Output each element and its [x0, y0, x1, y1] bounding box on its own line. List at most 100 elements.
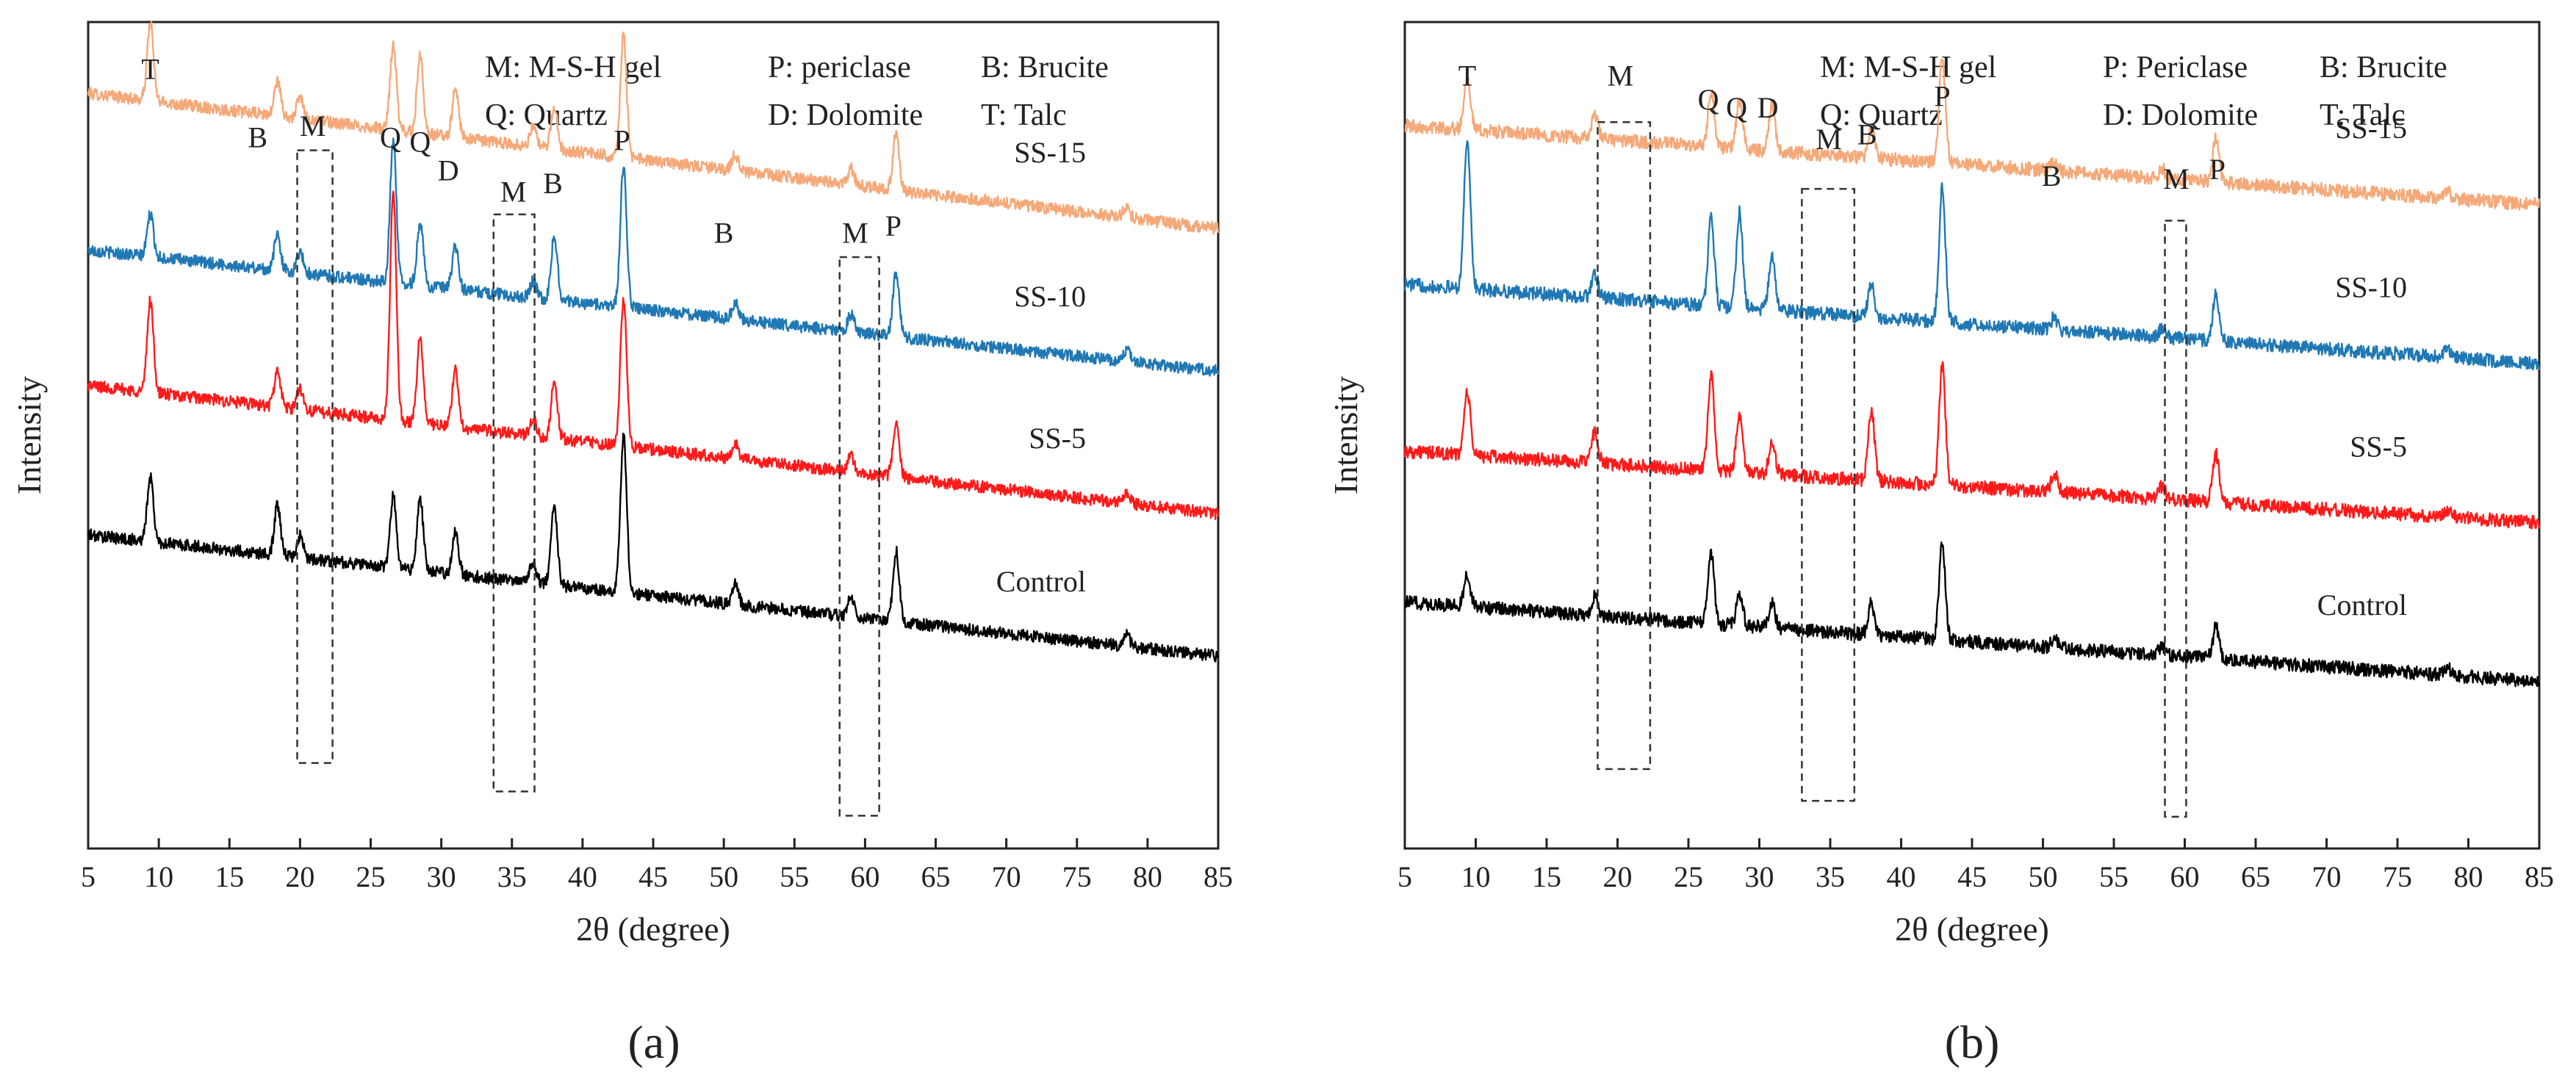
series-line-control [87, 432, 1220, 663]
peak-label: M [842, 217, 868, 250]
legend-entry: T: Talc [2320, 98, 2406, 132]
series-label-ss-5: SS-5 [1029, 422, 1086, 455]
peak-label: P [885, 209, 902, 242]
x-tick-label: 70 [992, 860, 1021, 893]
x-tick-label: 5 [81, 860, 96, 893]
x-tick-label: 15 [1532, 860, 1561, 893]
x-tick-label: 65 [921, 860, 951, 893]
x-tick-label: 85 [2525, 860, 2554, 893]
series-line-ss-15 [87, 21, 1220, 235]
series-line-control [1404, 541, 2541, 688]
x-tick-label: 55 [780, 860, 809, 893]
peak-label: T [141, 53, 159, 86]
peak-label: B [543, 167, 563, 200]
series-label-ss-5: SS-5 [2350, 430, 2407, 464]
x-tick-label: 20 [1603, 860, 1633, 893]
x-tick-label: 60 [850, 860, 879, 893]
legend-entry: B: Brucite [2320, 51, 2447, 84]
x-tick-label: 25 [1674, 860, 1703, 893]
peak-label: B [1857, 118, 1877, 151]
x-tick-label: 5 [1397, 860, 1412, 893]
panel-label: (b) [1945, 1016, 2000, 1068]
x-tick-label: 60 [2170, 860, 2200, 893]
series-line-ss-5 [1403, 361, 2541, 530]
dashed-highlight-box [296, 149, 334, 764]
x-tick-label: 35 [1816, 860, 1845, 893]
x-tick-label: 80 [2454, 860, 2483, 893]
series-label-ss-15: SS-15 [1014, 136, 1086, 169]
dashed-highlight-box [1801, 187, 1856, 802]
x-tick-label: 40 [1887, 860, 1916, 893]
legend-entry: D: Dolomite [768, 98, 923, 132]
series-label-ss-10: SS-10 [2335, 270, 2407, 303]
x-axis-title: 2θ (degree) [576, 910, 730, 948]
series-label-ss-15: SS-15 [2335, 112, 2407, 145]
peak-label: T [1458, 60, 1476, 93]
peak-label: P [614, 124, 630, 157]
peak-label: Q [1698, 83, 1719, 116]
peak-label: B [714, 217, 734, 250]
legend-entry: Q: Quartz [485, 98, 608, 132]
x-tick-label: 35 [497, 860, 527, 893]
x-tick-label: 20 [285, 860, 314, 893]
x-tick-label: 75 [1062, 860, 1092, 893]
x-axis-title: 2θ (degree) [1895, 910, 2049, 948]
series-label-ss-10: SS-10 [1014, 280, 1086, 313]
x-tick-label: 55 [2099, 860, 2129, 893]
x-tick-label: 10 [1461, 860, 1491, 893]
x-tick-label: 65 [2241, 860, 2270, 893]
y-axis-title: Intensity [1327, 376, 1364, 494]
chart-panel-a: 5 10 15 20 25 30 35 40 45 50 55 60 65 70 75 80 85 2θ (deg… [10, 21, 1233, 1068]
x-tick-label: 30 [427, 860, 456, 893]
peak-label: Q [409, 126, 431, 159]
series-line-ss-10 [1403, 140, 2541, 371]
peak-label: B [248, 121, 267, 154]
series-label-control: Control [996, 565, 1086, 598]
peak-label: D [1757, 91, 1779, 124]
peak-label: M [500, 175, 527, 208]
series-line-ss-15 [1404, 58, 2541, 211]
dashed-highlight-box [838, 256, 880, 817]
x-tick-label: 50 [709, 860, 738, 893]
peak-label: M [1608, 60, 1634, 93]
dashed-highlight-box [492, 213, 536, 793]
legend-entry: M: M-S-H gel [485, 51, 661, 84]
series-line-ss-5 [87, 190, 1220, 520]
dashed-highlight-box [2164, 220, 2187, 818]
legend-entry: Q: Quartz [1820, 98, 1943, 132]
y-axis-title: Intensity [10, 376, 48, 494]
dashed-highlight-box [1597, 121, 1652, 771]
x-tick-label: 50 [2029, 860, 2058, 893]
peak-label: P [1934, 80, 1950, 113]
legend-entry: P: periclase [768, 51, 911, 84]
peak-label: Q [380, 121, 401, 154]
legend-entry: D: Dolomite [2103, 98, 2258, 132]
peak-label: Q [1726, 91, 1747, 124]
panel-label: (a) [627, 1016, 680, 1068]
x-tick-label: 45 [638, 860, 668, 893]
series-label-control: Control [2317, 588, 2407, 622]
legend-entry: B: Brucite [981, 51, 1109, 84]
x-tick-label: 45 [1957, 860, 1987, 893]
legend-entry: M: M-S-H gel [1820, 51, 1996, 84]
peak-label: D [438, 154, 459, 187]
x-tick-label: 85 [1204, 860, 1233, 893]
x-tick-label: 10 [144, 860, 173, 893]
x-tick-label: 30 [1745, 860, 1774, 893]
peak-label: M [300, 109, 326, 143]
x-tick-label: 80 [1133, 860, 1162, 893]
x-tick-label: 15 [215, 860, 244, 893]
chart-panel-b: 5 10 15 20 25 30 35 40 45 50 55 60 65 70 75 80 85 2θ (deg… [1327, 21, 2554, 1068]
legend-entry: T: Talc [981, 98, 1067, 132]
x-tick-label: 75 [2383, 860, 2412, 893]
legend-entry: P: Periclase [2103, 51, 2248, 84]
peak-label: M [2163, 162, 2190, 195]
series-line-ss-10 [87, 137, 1220, 377]
peak-label: M [1816, 123, 1842, 156]
x-tick-label: 70 [2312, 860, 2342, 893]
peak-label: B [2042, 159, 2062, 192]
x-tick-label: 25 [356, 860, 386, 893]
x-tick-label: 40 [568, 860, 597, 893]
peak-label: P [2209, 153, 2226, 186]
